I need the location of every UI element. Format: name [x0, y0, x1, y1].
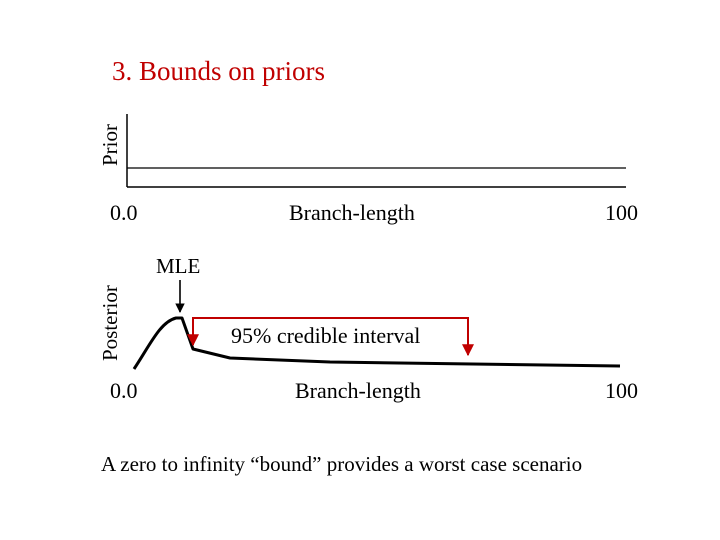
credible-interval-label: 95% credible interval	[231, 323, 421, 348]
prior-x-min-label: 0.0	[110, 200, 138, 225]
footer-caption: A zero to infinity “bound” provides a wo…	[101, 452, 583, 476]
credible-interval-bracket	[192, 317, 469, 351]
posterior-curve	[132, 316, 621, 370]
slide-title: 3. Bounds on priors	[112, 56, 326, 86]
posterior-x-axis-label: Branch-length	[295, 378, 421, 403]
posterior-x-max-label: 100	[605, 378, 638, 403]
prior-x-max-label: 100	[605, 200, 638, 225]
mle-label: MLE	[156, 254, 201, 278]
prior-x-axis-label: Branch-length	[289, 200, 415, 225]
posterior-x-min-label: 0.0	[110, 378, 138, 403]
